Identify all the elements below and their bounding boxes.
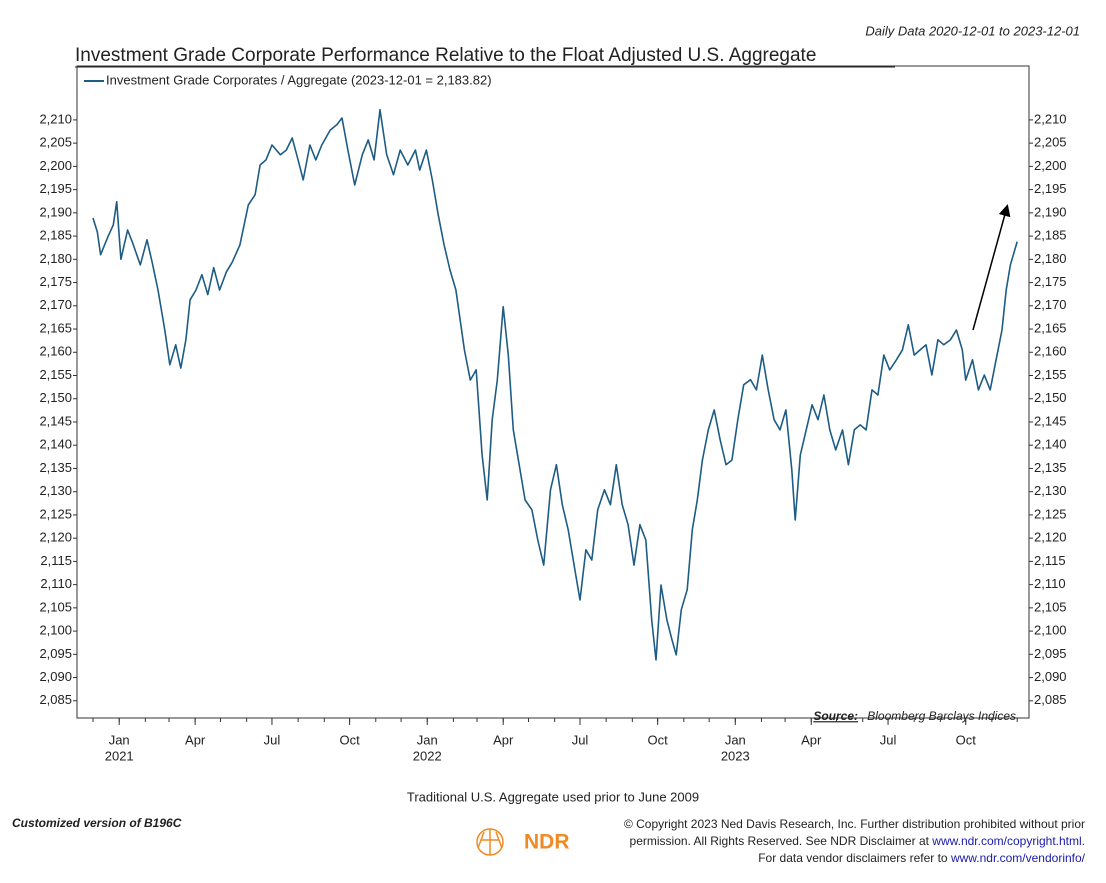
copyright-text: permission. All Rights Reserved. See NDR… — [630, 834, 933, 848]
copyright-line: permission. All Rights Reserved. See NDR… — [630, 834, 1085, 848]
trend-arrow — [972, 204, 1011, 331]
x-tick-label: Oct — [648, 732, 669, 747]
y-tick-label: 2,085 — [39, 692, 72, 707]
y2-tick-label: 2,205 — [1034, 135, 1067, 150]
y-tick-label: 2,200 — [39, 158, 72, 173]
source-label: Source: — [813, 709, 858, 723]
note: Traditional U.S. Aggregate used prior to… — [407, 789, 699, 804]
footer-left: Customized version of B196C — [12, 816, 182, 830]
logo-icon — [476, 828, 504, 856]
legend-label: Investment Grade Corporates / Aggregate … — [106, 72, 492, 87]
y-tick-label: 2,180 — [39, 251, 72, 266]
x-tick-label: Oct — [339, 732, 360, 747]
y-tick-label: 2,120 — [39, 530, 72, 545]
x-tick-label: Apr — [185, 732, 206, 747]
y2-tick-label: 2,150 — [1034, 390, 1067, 405]
y2-tick-label: 2,180 — [1034, 251, 1067, 266]
y-tick-label: 2,165 — [39, 320, 72, 335]
y2-tick-label: 2,160 — [1034, 344, 1067, 359]
chart-title: Investment Grade Corporate Performance R… — [75, 45, 816, 66]
y-tick-label: 2,145 — [39, 413, 72, 428]
y-tick-label: 2,155 — [39, 367, 72, 382]
y2-tick-label: 2,120 — [1034, 530, 1067, 545]
x-tick-label: Jul — [264, 732, 281, 747]
y-tick-label: 2,150 — [39, 390, 72, 405]
y2-tick-label: 2,200 — [1034, 158, 1067, 173]
y2-tick-label: 2,125 — [1034, 506, 1067, 521]
copyright-link[interactable]: www.ndr.com/copyright.html. — [931, 834, 1085, 848]
y2-tick-label: 2,190 — [1034, 204, 1067, 219]
y-tick-label: 2,210 — [39, 111, 72, 126]
y2-tick-label: 2,115 — [1034, 553, 1066, 568]
x-year-label: 2022 — [413, 748, 442, 763]
copyright-line: © Copyright 2023 Ned Davis Research, Inc… — [624, 817, 1085, 831]
x-tick-label: Jul — [880, 732, 897, 747]
y-tick-label: 2,110 — [40, 576, 72, 591]
y2-tick-label: 2,130 — [1034, 483, 1067, 498]
y-tick-label: 2,140 — [39, 437, 72, 452]
y2-tick-label: 2,210 — [1034, 111, 1067, 126]
y-tick-label: 2,115 — [40, 553, 72, 568]
source: Bloomberg Barclays Indices — [867, 709, 1016, 723]
copyright-text: For data vendor disclaimers refer to — [758, 851, 951, 865]
y2-tick-label: 2,195 — [1034, 181, 1067, 196]
y2-tick-label: 2,085 — [1034, 692, 1067, 707]
y2-tick-label: 2,155 — [1034, 367, 1067, 382]
y2-tick-label: 2,135 — [1034, 460, 1067, 475]
y2-tick-label: 2,100 — [1034, 623, 1067, 638]
x-tick-label: Oct — [956, 732, 977, 747]
x-tick-label: Apr — [801, 732, 822, 747]
y-tick-label: 2,100 — [39, 623, 72, 638]
copyright-line: For data vendor disclaimers refer to www… — [758, 851, 1085, 865]
y2-tick-label: 2,105 — [1034, 599, 1067, 614]
x-tick-label: Apr — [493, 732, 514, 747]
y2-tick-label: 2,175 — [1034, 274, 1067, 289]
x-year-label: 2021 — [105, 748, 134, 763]
y2-tick-label: 2,095 — [1034, 646, 1067, 661]
y-tick-label: 2,175 — [39, 274, 72, 289]
x-tick-label: Jul — [572, 732, 589, 747]
x-tick-label: Jan — [725, 732, 746, 747]
x-tick-label: Jan — [417, 732, 438, 747]
y-tick-label: 2,190 — [39, 204, 72, 219]
y-tick-label: 2,125 — [39, 506, 72, 521]
y-tick-label: 2,205 — [39, 135, 72, 150]
y-tick-label: 2,095 — [39, 646, 72, 661]
y2-tick-label: 2,145 — [1034, 413, 1067, 428]
subtitle: Daily Data 2020-12-01 to 2023-12-01 — [865, 23, 1080, 38]
y2-tick-label: 2,170 — [1034, 297, 1067, 312]
x-tick-label: Jan — [109, 732, 130, 747]
y-tick-label: 2,185 — [39, 228, 72, 243]
y-tick-label: 2,135 — [39, 460, 72, 475]
y2-tick-label: 2,185 — [1034, 228, 1067, 243]
y-tick-label: 2,195 — [39, 181, 72, 196]
y2-tick-label: 2,090 — [1034, 669, 1067, 684]
y-tick-label: 2,160 — [39, 344, 72, 359]
y2-tick-label: 2,140 — [1034, 437, 1067, 452]
y-tick-label: 2,105 — [39, 599, 72, 614]
y2-tick-label: 2,110 — [1034, 576, 1066, 591]
plot-frame — [76, 65, 1030, 719]
y2-tick-label: 2,165 — [1034, 320, 1067, 335]
y-tick-label: 2,170 — [39, 297, 72, 312]
logo-text: NDR — [524, 831, 570, 854]
series-line — [92, 108, 1018, 661]
x-year-label: 2023 — [721, 748, 750, 763]
y-tick-label: 2,130 — [39, 483, 72, 498]
vendor-link[interactable]: www.ndr.com/vendorinfo/ — [950, 851, 1086, 865]
y-tick-label: 2,090 — [39, 669, 72, 684]
